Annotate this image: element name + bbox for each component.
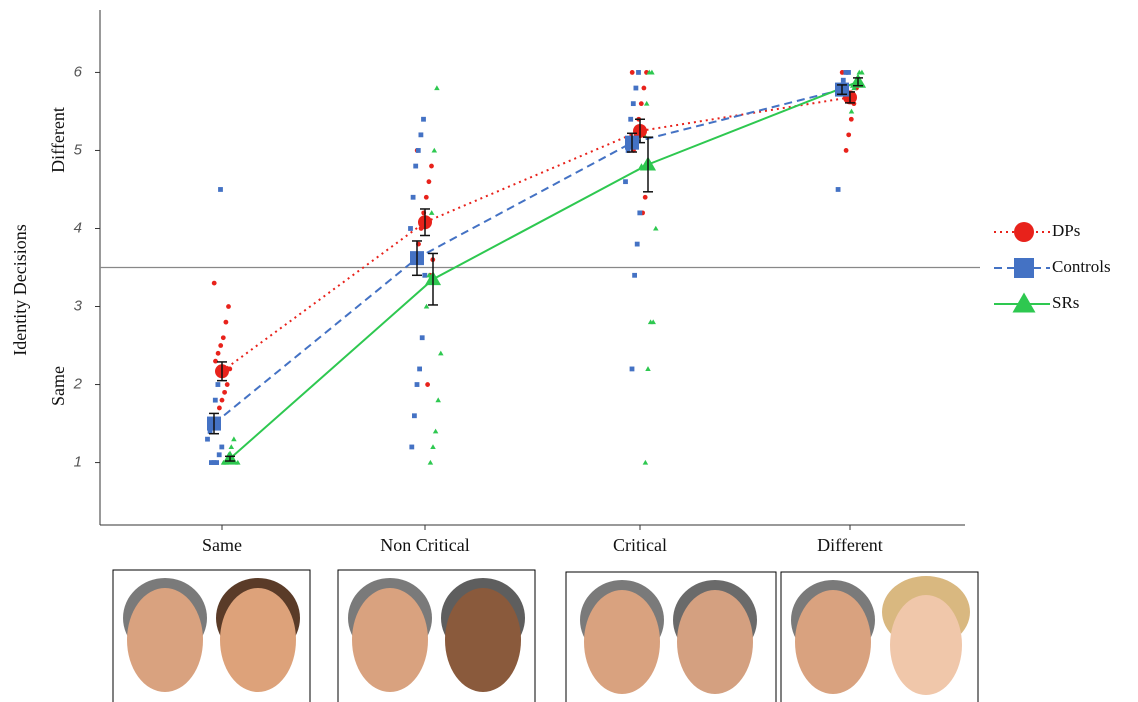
data-point	[434, 85, 440, 90]
data-point	[636, 70, 641, 75]
data-point	[213, 398, 218, 403]
data-point	[632, 273, 637, 278]
x-tick-label: Different	[817, 535, 883, 555]
data-point	[438, 351, 444, 356]
data-point	[413, 164, 418, 169]
data-point	[224, 320, 229, 325]
data-point	[630, 367, 635, 372]
data-point	[643, 460, 649, 465]
data-point	[213, 359, 218, 364]
data-point	[222, 390, 227, 395]
data-point	[429, 210, 435, 215]
data-point	[411, 195, 416, 200]
data-point	[231, 436, 237, 441]
legend-label: SRs	[1052, 293, 1079, 312]
data-point	[417, 367, 422, 372]
data-point	[645, 366, 651, 371]
data-point	[412, 413, 417, 418]
data-point	[220, 398, 225, 403]
data-point	[635, 242, 640, 247]
series-line	[222, 97, 850, 371]
x-tick-label: Same	[202, 535, 242, 555]
data-point	[212, 281, 217, 286]
series-line	[230, 82, 858, 459]
data-point	[623, 179, 628, 184]
legend-label: Controls	[1052, 257, 1111, 276]
data-point	[634, 86, 639, 91]
data-point	[225, 382, 230, 387]
data-point	[416, 148, 421, 153]
data-point	[428, 460, 434, 465]
y-tick-label: 1	[74, 454, 82, 471]
data-point	[216, 351, 221, 356]
x-tick-label: Critical	[613, 535, 667, 555]
data-point	[218, 343, 223, 348]
legend-label: DPs	[1052, 221, 1080, 240]
data-point	[218, 187, 223, 192]
data-point	[642, 86, 647, 91]
data-point	[427, 179, 432, 184]
y-anchor-label: Same	[48, 366, 68, 406]
data-point	[205, 437, 210, 442]
data-point	[219, 445, 224, 450]
legend-marker	[1013, 293, 1036, 313]
y-tick-label: 2	[73, 376, 83, 393]
legend-marker	[1014, 258, 1034, 278]
data-point	[846, 132, 851, 137]
stimulus-images	[113, 570, 978, 702]
series-line	[214, 90, 842, 424]
data-point	[409, 445, 414, 450]
data-point	[229, 444, 235, 449]
data-point	[421, 117, 426, 122]
data-point	[420, 335, 425, 340]
y-tick-label: 3	[74, 297, 83, 314]
data-point	[424, 195, 429, 200]
data-point	[432, 148, 438, 153]
data-point	[216, 382, 221, 387]
y-tick-label: 5	[74, 141, 83, 158]
data-point	[644, 101, 650, 106]
data-point	[408, 226, 413, 231]
data-point	[429, 164, 434, 169]
data-point	[217, 406, 222, 411]
data-point	[841, 78, 846, 83]
data-point	[422, 273, 427, 278]
data-point	[425, 382, 430, 387]
data-point	[844, 70, 849, 75]
data-point	[836, 187, 841, 192]
data-point	[849, 117, 854, 122]
data-point	[643, 195, 648, 200]
data-point	[653, 226, 659, 231]
data-point	[430, 444, 436, 449]
data-point	[628, 117, 633, 122]
data-point	[630, 70, 635, 75]
chart: Identity Decisions Same Different 1 2 3 4 5 6…	[0, 0, 1138, 702]
data-point	[415, 382, 420, 387]
data-point	[221, 335, 226, 340]
data-point	[226, 304, 231, 309]
legend-marker	[1014, 222, 1034, 242]
x-tick-label: Non Critical	[380, 535, 469, 555]
data-point	[844, 148, 849, 153]
data-point	[435, 397, 441, 402]
data-point	[637, 210, 642, 215]
data-point	[419, 132, 424, 137]
data-point	[631, 101, 636, 106]
y-axis-title: Identity Decisions	[10, 224, 30, 355]
y-anchor-label: Different	[48, 107, 68, 173]
y-tick-label: 6	[74, 63, 83, 80]
data-point	[849, 109, 855, 114]
y-tick-label: 4	[74, 219, 82, 236]
data-point	[639, 101, 644, 106]
data-point	[217, 452, 222, 457]
data-point	[209, 460, 214, 465]
data-point	[433, 429, 439, 434]
